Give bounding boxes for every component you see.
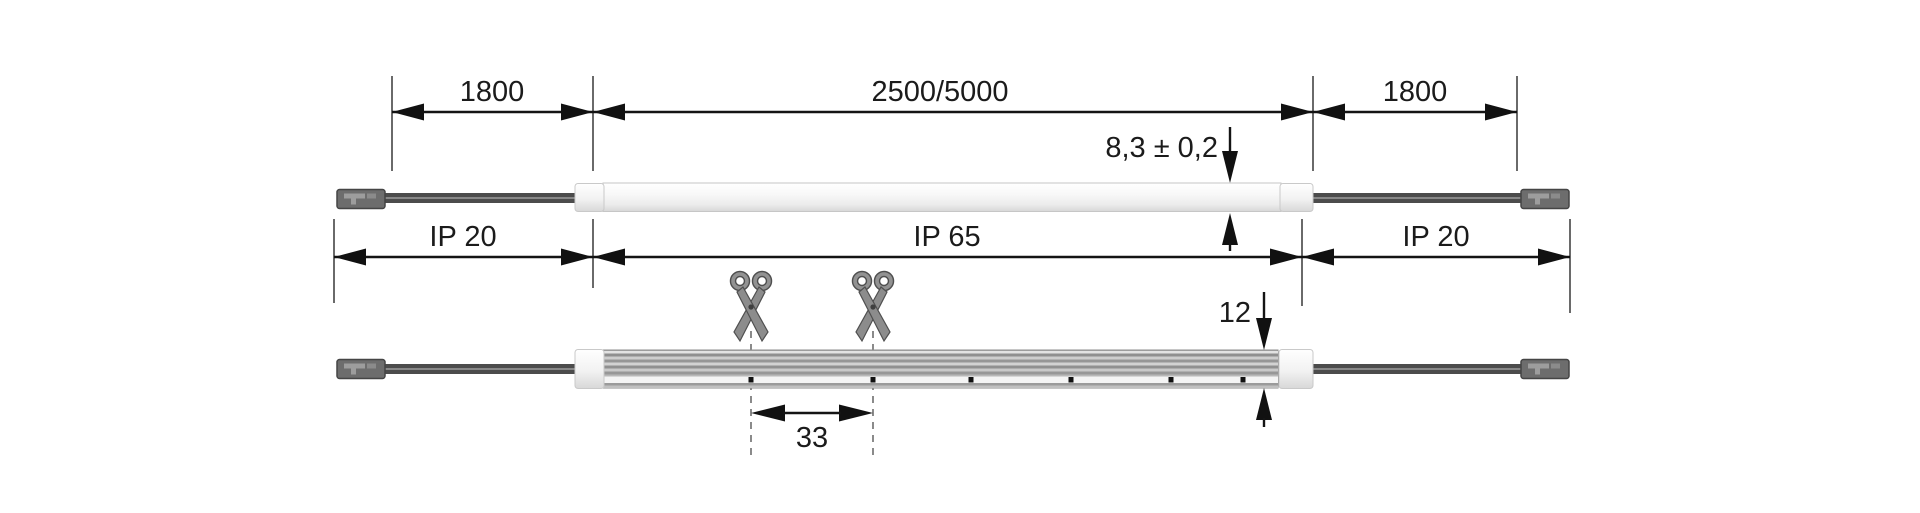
- profile-ridge: [603, 368, 1278, 372]
- profile-ridge: [603, 353, 1278, 357]
- side-view: [336, 182, 1570, 212]
- led-dot: [1240, 377, 1246, 383]
- dim-ip20-right: IP 20: [1302, 221, 1570, 266]
- side-view-endcap-right: [1279, 183, 1314, 212]
- top-view-profile-body: [602, 349, 1279, 389]
- connector-plug-right: [1520, 188, 1570, 210]
- arrowhead: [751, 404, 785, 422]
- connector-plug-left: [336, 358, 386, 380]
- arrowhead: [1538, 248, 1570, 266]
- ip20-left-label: IP 20: [429, 221, 496, 253]
- profile-led-channel: [603, 376, 1278, 383]
- dim-label-strip-length: 2500/5000: [871, 76, 1008, 108]
- profile-ridge: [603, 359, 1278, 363]
- top-view: [336, 349, 1570, 389]
- profile-width-label: 12: [1219, 297, 1251, 329]
- arrowhead-down: [1256, 318, 1272, 350]
- top-view-cable-left: [385, 364, 577, 374]
- arrowhead: [839, 404, 873, 422]
- top-view-endcap-left: [574, 349, 605, 389]
- connector-plug-right: [1520, 358, 1570, 380]
- arrowhead: [561, 103, 593, 121]
- cut-spacing-label: 33: [796, 422, 828, 454]
- arrowhead-up: [1222, 213, 1238, 245]
- connector-plug-left: [336, 188, 386, 210]
- width-annotation: 12: [1219, 292, 1272, 427]
- ip20-right-label: IP 20: [1402, 221, 1469, 253]
- arrowhead: [1302, 248, 1334, 266]
- profile-ridge: [603, 383, 1278, 386]
- arrowhead: [1485, 103, 1517, 121]
- profile-ridge: [603, 385, 1278, 388]
- scissors-icon: [855, 274, 891, 341]
- cut-spacing-dimension: 33: [751, 404, 873, 454]
- led-dot: [968, 377, 974, 383]
- arrowhead-down: [1222, 151, 1238, 183]
- led-dot: [1068, 377, 1074, 383]
- arrowhead: [334, 248, 366, 266]
- top-view-endcap-right: [1278, 349, 1314, 389]
- arrowhead-up: [1256, 388, 1272, 420]
- cut-marks: [733, 274, 891, 457]
- profile-ridge: [603, 362, 1278, 366]
- arrowhead: [561, 248, 593, 266]
- led-cut-dots: [748, 377, 1246, 383]
- arrowhead: [1281, 103, 1313, 121]
- height-annotation: 8,3 ± 0,2: [1105, 127, 1238, 251]
- ip65-label: IP 65: [913, 221, 980, 253]
- dim-label-left-cable: 1800: [460, 76, 525, 108]
- dim-right-cable: 1800: [1313, 76, 1517, 121]
- dim-strip-length: 2500/5000: [593, 76, 1313, 121]
- dim-label-right-cable: 1800: [1383, 76, 1448, 108]
- top-view-cable-right: [1311, 364, 1522, 374]
- ip-dimension-row: IP 20 IP 65 IP 20: [333, 219, 1571, 313]
- dim-ip65-center: IP 65: [593, 221, 1302, 266]
- top-dimension-row: 1800 2500/5000 1800: [391, 76, 1518, 171]
- side-view-cable-right: [1311, 193, 1522, 203]
- led-dot: [1168, 377, 1174, 383]
- dim-left-cable: 1800: [392, 76, 593, 121]
- side-view-profile-body: [602, 182, 1282, 212]
- profile-ridge: [603, 351, 1278, 354]
- profile-ridge: [603, 365, 1278, 369]
- arrowhead: [1313, 103, 1345, 121]
- side-view-cable-left: [385, 193, 577, 203]
- arrowhead: [593, 248, 625, 266]
- profile-ridge: [603, 356, 1278, 360]
- profile-ridge: [603, 371, 1278, 375]
- side-view-endcap-left: [574, 183, 605, 212]
- scissors-icon: [733, 274, 769, 341]
- profile-height-label: 8,3 ± 0,2: [1105, 132, 1218, 164]
- led-dot: [748, 377, 754, 383]
- arrowhead: [1270, 248, 1302, 266]
- arrowhead: [593, 103, 625, 121]
- profile-ridge: [603, 374, 1278, 377]
- led-dot: [870, 377, 876, 383]
- dim-ip20-left: IP 20: [334, 221, 593, 266]
- arrowhead: [392, 103, 424, 121]
